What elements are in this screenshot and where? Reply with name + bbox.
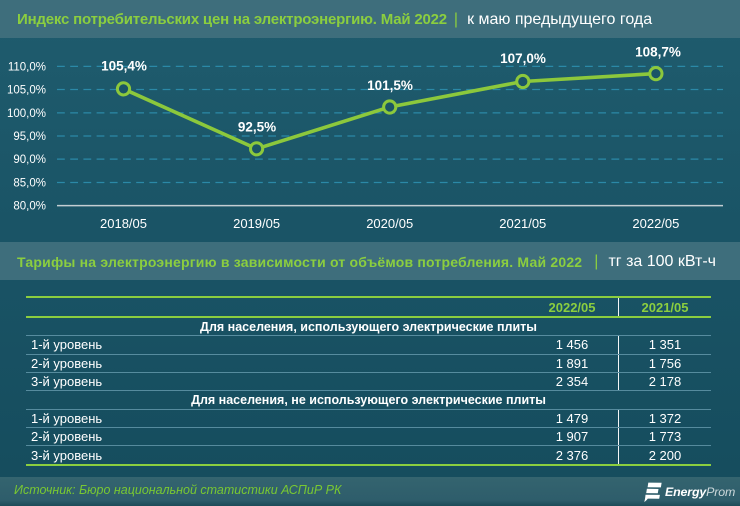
svg-text:95,0%: 95,0% (13, 131, 46, 143)
svg-text:80,0%: 80,0% (13, 201, 46, 213)
svg-text:107,0%: 107,0% (500, 51, 546, 66)
svg-text:92,5%: 92,5% (238, 120, 276, 135)
svg-text:2022/05: 2022/05 (632, 216, 679, 231)
svg-text:2019/05: 2019/05 (233, 216, 280, 231)
svg-text:105,0%: 105,0% (7, 85, 46, 97)
svg-text:108,7%: 108,7% (635, 45, 681, 60)
svg-text:2018/05: 2018/05 (100, 216, 147, 231)
svg-text:101,5%: 101,5% (367, 78, 413, 93)
svg-text:105,4%: 105,4% (101, 59, 147, 74)
svg-text:85,0%: 85,0% (13, 178, 46, 190)
svg-text:110,0%: 110,0% (8, 61, 46, 73)
svg-text:100,0%: 100,0% (7, 108, 46, 120)
svg-text:2020/05: 2020/05 (366, 216, 413, 231)
svg-text:2021/05: 2021/05 (499, 216, 546, 231)
svg-text:90,0%: 90,0% (13, 154, 46, 166)
